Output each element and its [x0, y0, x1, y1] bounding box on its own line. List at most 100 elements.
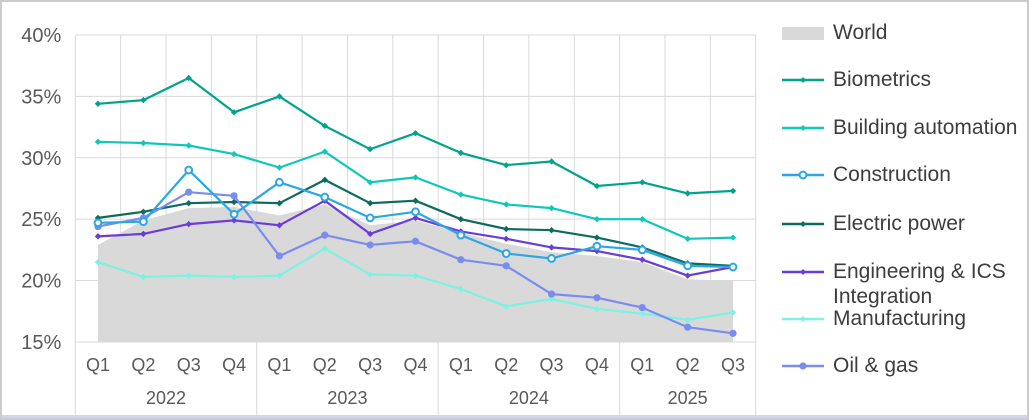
data-point-manufacturing: [729, 309, 737, 316]
data-point-engineering-ics-integration: [639, 256, 646, 263]
legend-item-electric-power: Electric power: [782, 211, 1023, 236]
legend-swatch-world: [782, 27, 824, 40]
data-point-biometrics: [412, 130, 419, 137]
data-point-oil-gas: [638, 303, 646, 312]
data-point-manufacturing: [230, 273, 238, 281]
data-point-manufacturing: [94, 258, 102, 266]
x-quarter-label: Q1: [86, 355, 110, 375]
data-point-manufacturing: [684, 316, 691, 324]
legend-item-building-automation: Building automation: [782, 115, 1023, 140]
data-point-engineering-ics-integration: [503, 235, 510, 243]
data-point-electric-power: [457, 215, 465, 223]
legend-label: Biometrics: [833, 68, 932, 91]
data-point-engineering-ics-integration: [276, 222, 283, 229]
data-point-building-automation: [276, 164, 283, 171]
x-quarter-label: Q3: [177, 355, 201, 375]
data-point-manufacturing: [548, 295, 555, 303]
data-point-building-automation: [639, 215, 646, 223]
x-quarter-label: Q2: [131, 355, 155, 375]
data-point-biometrics: [230, 109, 238, 116]
data-point-engineering-ics-integration: [185, 220, 192, 228]
data-point-construction: [320, 192, 330, 202]
data-point-electric-power: [412, 197, 419, 204]
legend-item-oil-gas: Oil & gas: [782, 353, 1023, 378]
data-point-building-automation: [185, 142, 192, 149]
data-point-engineering-ics-integration: [684, 272, 691, 279]
data-point-oil-gas: [366, 241, 374, 249]
data-point-manufacturing: [412, 272, 419, 279]
data-point-electric-power: [321, 176, 328, 184]
data-point-biometrics: [321, 122, 328, 130]
data-point-oil-gas: [230, 192, 238, 200]
data-point-engineering-ics-integration: [140, 230, 147, 238]
data-point-building-automation: [321, 148, 328, 155]
data-point-oil-gas: [547, 290, 556, 298]
data-point-construction: [637, 245, 647, 255]
data-point-building-automation: [548, 204, 555, 212]
chart-canvas: 40% 35% 30% 25% 20% 15% Q1 Q2 Q3 Q4 Q1 Q2 Q3 Q4 Q1 Q2 Q3…: [21, 25, 757, 415]
data-point-engineering-ics-integration: [366, 230, 374, 238]
data-point-biometrics: [366, 145, 374, 153]
legend-swatch-manufacturing: [782, 316, 824, 322]
data-point-oil-gas: [457, 256, 465, 264]
data-point-building-automation: [503, 201, 510, 208]
legend-item-construction: Construction: [782, 162, 1023, 187]
data-point-building-automation: [94, 138, 102, 146]
data-point-construction: [683, 261, 693, 271]
x-quarter-label: Q4: [585, 355, 609, 375]
data-point-building-automation: [684, 235, 691, 243]
legend-swatch-construction: [782, 170, 824, 180]
legend-item-biometrics: Biometrics: [782, 67, 1023, 92]
data-point-electric-power: [230, 198, 238, 206]
data-point-manufacturing: [140, 273, 147, 281]
legend-swatch-building-automation: [782, 125, 824, 131]
data-point-oil-gas: [411, 237, 420, 245]
legend-swatch-biometrics: [782, 77, 824, 83]
data-point-biometrics: [729, 187, 737, 195]
data-point-construction: [138, 217, 148, 227]
x-quarter-label: Q4: [222, 355, 246, 375]
axes: 40% 35% 30% 25% 20% 15% Q1 Q2 Q3 Q4 Q1 Q2 Q3 Q4 Q1 Q2 Q3…: [21, 25, 757, 415]
x-quarter-label: Q3: [358, 355, 382, 375]
x-quarter-label: Q1: [449, 355, 473, 375]
legend-item-manufacturing: Manufacturing: [782, 306, 1023, 331]
legend-label: World: [833, 21, 888, 44]
data-point-oil-gas: [321, 231, 329, 239]
data-point-construction: [365, 213, 375, 223]
data-point-building-automation: [729, 234, 737, 241]
legend-swatch-engineering-ics-integration: [782, 269, 824, 275]
y-tick-label: 20%: [21, 271, 61, 293]
y-tick-label: 25%: [21, 209, 61, 231]
series-electric-power: [94, 176, 737, 270]
chart-legend: World Biometrics Building automation Constr…: [782, 2, 1025, 414]
data-point-construction: [501, 249, 511, 258]
data-point-manufacturing: [503, 303, 510, 310]
data-point-building-automation: [366, 179, 374, 186]
x-quarter-label: Q2: [494, 355, 518, 375]
data-point-biometrics: [684, 190, 691, 197]
data-point-oil-gas: [275, 252, 284, 260]
legend-label: Construction: [833, 163, 951, 186]
data-point-manufacturing: [185, 272, 192, 279]
data-point-construction: [456, 230, 466, 240]
data-point-electric-power: [593, 234, 601, 241]
x-year-label: 2025: [668, 388, 708, 408]
data-point-construction: [275, 177, 284, 187]
data-point-engineering-ics-integration: [412, 214, 419, 222]
data-point-biometrics: [276, 93, 283, 100]
data-point-manufacturing: [639, 310, 646, 317]
series-building-automation: [94, 138, 737, 243]
data-point-engineering-ics-integration: [548, 244, 555, 251]
data-point-manufacturing: [593, 305, 601, 312]
data-point-manufacturing: [276, 272, 283, 279]
data-point-building-automation: [593, 215, 601, 223]
data-point-biometrics: [140, 96, 147, 104]
data-point-electric-power: [185, 200, 192, 207]
x-quarter-label: Q3: [721, 355, 745, 375]
series-biometrics: [94, 74, 737, 197]
data-point-construction: [592, 241, 602, 251]
data-point-oil-gas: [502, 262, 510, 270]
data-point-biometrics: [457, 149, 465, 157]
data-point-electric-power: [548, 227, 555, 234]
